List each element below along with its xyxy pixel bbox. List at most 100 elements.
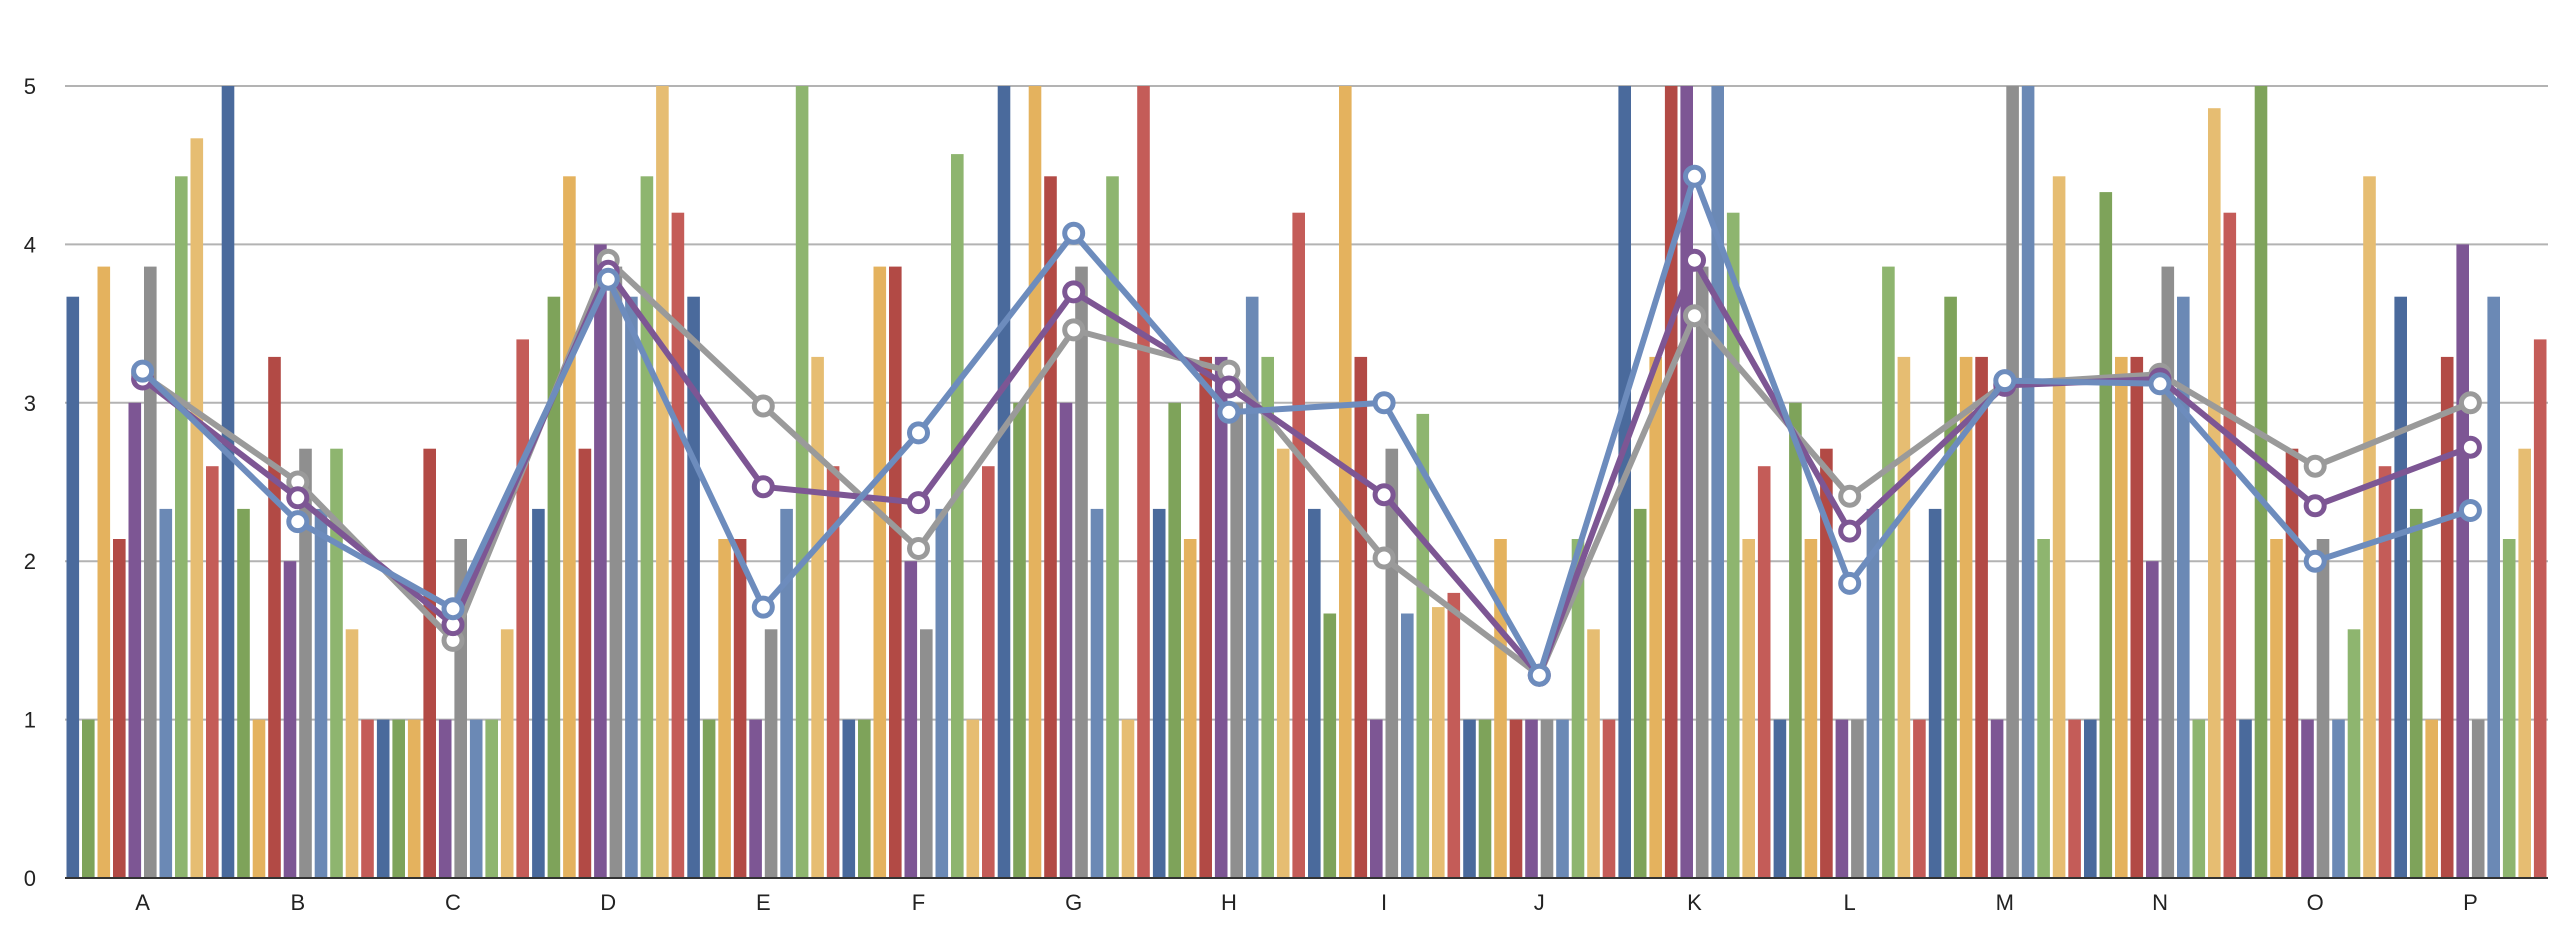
bar [2099,192,2113,879]
bar [640,176,654,879]
bar [2409,508,2423,878]
bar-group-B [221,86,374,878]
series-point [1838,519,1862,543]
series-point [907,537,930,560]
bar [2208,108,2221,878]
bar [2533,339,2547,878]
bar [1540,719,1554,878]
bar [1525,719,1538,878]
bar [485,719,498,878]
bar [283,561,297,878]
x-tick-label: C [445,890,461,915]
x-tick-label: G [1065,890,1082,915]
x-tick-label: M [1996,890,2014,915]
bar [1276,448,1290,878]
bar [1090,508,1104,878]
bar [1804,539,1818,878]
bar [330,448,343,878]
bar [532,508,545,878]
series-point [1062,280,1086,304]
series-point [907,421,930,445]
bar-group-K [1618,86,1771,879]
bar [2239,719,2252,878]
x-tick-label: L [1844,890,1856,915]
bar [1913,719,1926,878]
bar [2301,719,2314,878]
bar-group-J [1463,539,1616,878]
bar-group-D [532,86,685,879]
bar [144,266,157,879]
bar [687,296,700,878]
series-point [1062,221,1086,245]
bar [221,86,235,878]
bar [858,719,871,878]
series-point [1527,663,1551,687]
bar [1789,402,1802,878]
bar-group-E [687,86,840,878]
y-tick-label: 3 [24,391,36,416]
bar [299,448,312,878]
bar [1339,86,1352,878]
series-point [2303,549,2327,573]
series-point [751,475,775,499]
series-point [286,486,310,510]
bar [1882,266,1895,879]
bar [1463,719,1476,878]
bar [128,402,142,878]
bar [2347,629,2361,878]
bar [2037,539,2050,878]
series-point [2458,391,2482,415]
bar [1649,356,1662,878]
bar [966,719,980,878]
series-line-3 [131,164,2482,687]
bar [2068,719,2081,878]
bar [1183,539,1197,878]
bar [2332,719,2345,878]
bar [1851,719,1864,878]
bar [2518,448,2531,878]
bar [1587,629,1600,878]
bar [1897,356,1911,878]
x-tick-label: E [756,890,771,915]
bar [345,629,359,878]
bar [1742,539,1755,878]
bar [1959,356,1973,878]
bar [2363,176,2376,879]
bar-group-P [2394,244,2547,878]
bar [2254,86,2268,878]
series-point [1683,304,1706,328]
bar [159,508,173,878]
bar [671,212,685,878]
x-tick-label: D [600,890,616,915]
series-point [1838,484,1862,508]
bar [1944,296,1957,878]
bar [1556,719,1569,878]
series-point [1838,571,1862,595]
bar [438,719,452,878]
bar-group-G [997,86,1150,879]
bar [469,719,483,878]
bar [1509,719,1523,878]
bar [1975,356,1988,878]
bar [314,508,328,878]
bar-group-F [842,154,995,879]
series-point [596,267,620,291]
bar [2487,296,2500,878]
x-tick-label: P [2463,890,2478,915]
bar [1152,508,1166,878]
y-tick-label: 5 [24,74,36,99]
bar [2006,86,2019,878]
series-point [1993,369,2017,393]
x-axis-ticks: A B C D E F G H I J K L M N O P [135,890,2478,915]
bar [1726,212,1740,878]
bar [702,719,716,878]
bar-group-A [66,138,219,879]
bar [1137,86,1150,878]
series-point [1372,391,1396,415]
bar [1323,613,1337,878]
bar [1866,508,1880,878]
bar [1292,212,1305,878]
bar [1928,508,1942,878]
bar [1695,266,1709,879]
bar [2285,448,2299,878]
